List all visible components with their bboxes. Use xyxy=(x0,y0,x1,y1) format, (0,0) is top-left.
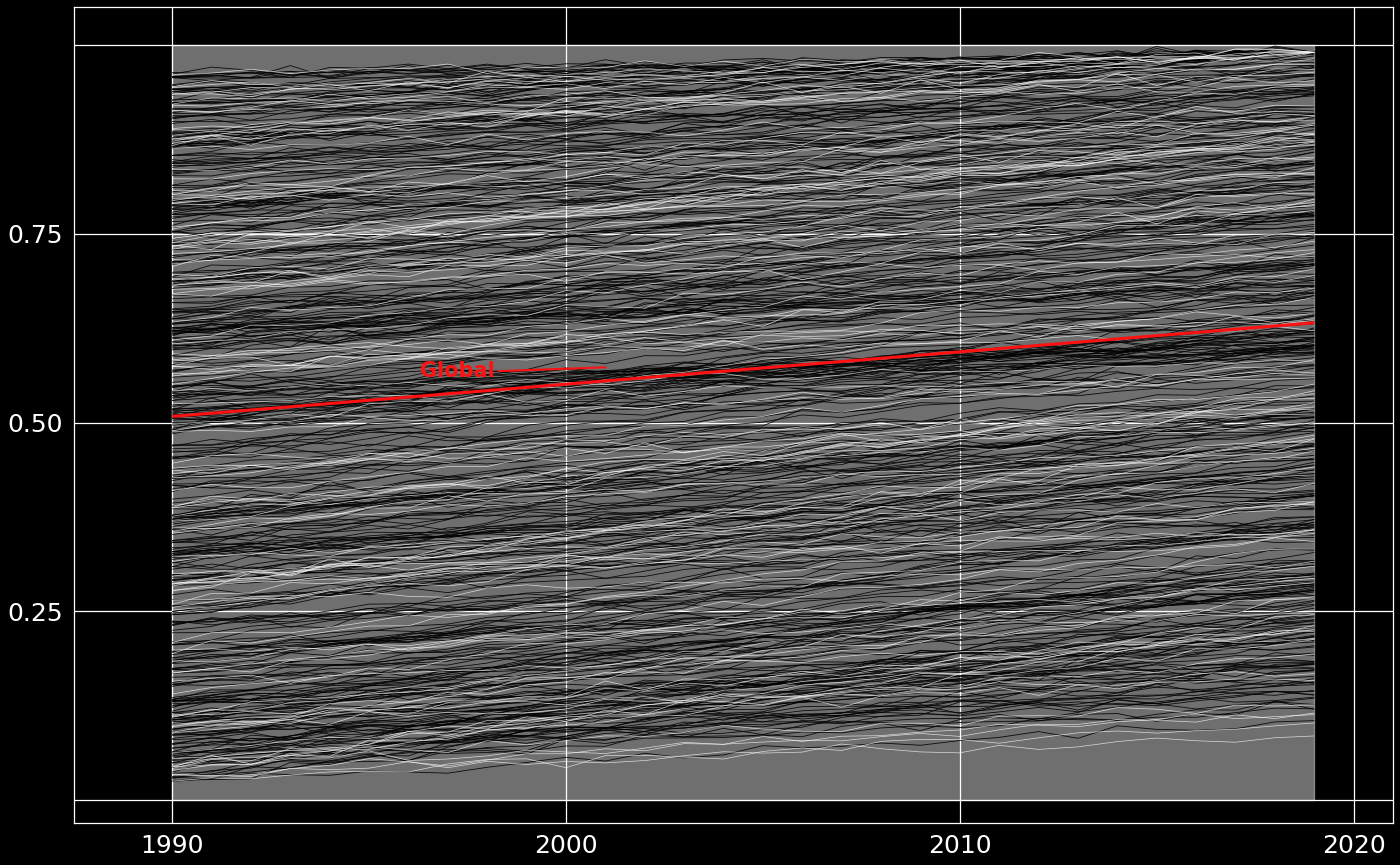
Text: Global: Global xyxy=(420,361,496,381)
